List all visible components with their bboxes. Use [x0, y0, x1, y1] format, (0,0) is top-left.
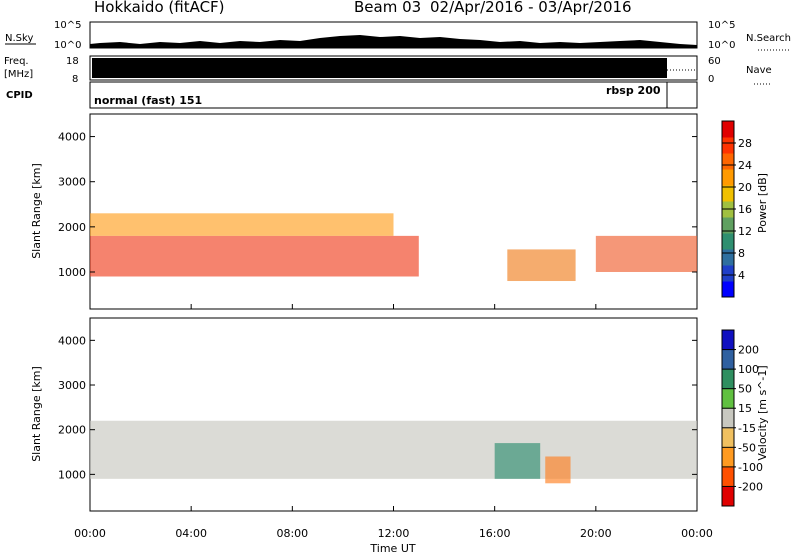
colorbar-tick-0-2: 20	[738, 181, 752, 194]
colorbar-tick-0-0: 28	[738, 137, 752, 150]
colorbar-tick-1-5: -50	[738, 441, 756, 454]
colorbar-swatch-1-7	[722, 349, 734, 370]
cpid-panel: CPID normal (fast) 151 rbsp 200	[6, 81, 698, 109]
colorbar-tick-1-1: 100	[738, 363, 759, 376]
colorbar-tick-0-6: 4	[738, 269, 745, 282]
data-band-0-1	[90, 213, 394, 236]
colorbar-swatch-0-6	[722, 185, 734, 202]
data-band-1-0	[90, 420, 697, 479]
colorbar-tick-1-0: 200	[738, 344, 759, 357]
power-ylabel: Slant Range [km]	[30, 163, 43, 259]
beam-title: Beam 03	[354, 0, 422, 16]
cpid-left: normal (fast) 151	[94, 94, 202, 107]
colorbar-swatch-1-5	[722, 388, 734, 409]
data-band-1-1	[494, 443, 541, 479]
cpid-right: rbsp 200	[606, 84, 661, 97]
nsky-tick-low-right: 10^0	[708, 40, 735, 51]
velocity-panel: 4000 3000 2000 1000 Slant Range [km] 200 100…	[30, 304, 769, 554]
nsky-panel: N.Sky 10^5 10^0 10^5 10^0 N.Search	[5, 20, 791, 51]
velocity-colorbar-label: Velocity [m s^-1]	[756, 365, 769, 460]
nsearch-label: N.Search	[746, 33, 791, 44]
ytick-label-0-3: 1000	[58, 266, 86, 279]
xtick-label-1: 04:00	[175, 527, 207, 540]
nsky-tick-low: 10^0	[54, 40, 81, 51]
date-range-title: 02/Apr/2016 - 03/Apr/2016	[430, 0, 632, 16]
xtick-label-4: 16:00	[479, 527, 511, 540]
cpid-label: CPID	[6, 90, 33, 101]
nave-tick-high: 60	[708, 56, 721, 67]
ytick-label-1-0: 4000	[58, 334, 86, 347]
ytick-label-0-0: 4000	[58, 131, 86, 144]
freq-tick-high: 18	[66, 56, 79, 67]
nave-tick-low: 0	[708, 74, 714, 85]
colorbar-swatch-1-8	[722, 330, 734, 351]
xtick-label-2: 08:00	[276, 527, 308, 540]
ytick-label-0-1: 3000	[58, 176, 86, 189]
colorbar-swatch-0-0	[722, 281, 734, 298]
xtick-label-0: 00:00	[74, 527, 106, 540]
colorbar-swatch-0-1	[722, 265, 734, 282]
xaxis-label: Time UT	[369, 542, 415, 554]
nave-label: Nave	[746, 65, 772, 76]
colorbar-tick-1-6: -100	[738, 461, 763, 474]
colorbar-swatch-0-8	[722, 153, 734, 170]
colorbar-swatch-0-2	[722, 249, 734, 266]
freq-label: Freq.	[4, 56, 29, 67]
ytick-label-1-1: 3000	[58, 379, 86, 392]
freq-panel: Freq. [MHz] 18 8 60 0 Nave	[4, 55, 772, 85]
velocity-ylabel: Slant Range [km]	[30, 366, 43, 462]
data-band-0-0	[90, 235, 419, 277]
data-band-1-2	[545, 456, 571, 484]
power-panel: 4000 3000 2000 1000 Slant Range [km] 28 24 20…	[30, 113, 769, 310]
colorbar-tick-1-2: 50	[738, 383, 752, 396]
colorbar-tick-0-5: 8	[738, 247, 745, 260]
ytick-label-1-2: 2000	[58, 424, 86, 437]
colorbar-swatch-1-1	[722, 466, 734, 487]
xtick-label-3: 12:00	[378, 527, 410, 540]
colorbar-swatch-0-3	[722, 233, 734, 250]
colorbar-swatch-0-4	[722, 217, 734, 234]
colorbar-tick-0-3: 16	[738, 203, 752, 216]
ytick-label-0-2: 2000	[58, 221, 86, 234]
freq-tick-low: 8	[72, 74, 78, 85]
station-title: Hokkaido (fitACF)	[94, 0, 225, 16]
data-band-0-2	[507, 249, 576, 282]
colorbar-tick-0-4: 12	[738, 225, 752, 238]
power-colorbar-label: Power [dB]	[756, 173, 769, 233]
colorbar-swatch-1-6	[722, 369, 734, 390]
nsky-tick-high-right: 10^5	[708, 20, 735, 31]
colorbar-swatch-0-10	[722, 121, 734, 138]
colorbar-tick-1-4: -15	[738, 422, 756, 435]
data-band-0-3	[595, 235, 697, 272]
colorbar-tick-1-3: 15	[738, 402, 752, 415]
colorbar-swatch-1-4	[722, 408, 734, 429]
colorbar-swatch-1-3	[722, 427, 734, 448]
ytick-label-1-3: 1000	[58, 468, 86, 481]
colorbar-tick-1-7: -200	[738, 480, 763, 493]
nsky-label: N.Sky	[5, 33, 33, 44]
nsky-tick-high: 10^5	[54, 20, 81, 31]
colorbar-tick-0-1: 24	[738, 159, 752, 172]
xtick-label-5: 20:00	[580, 527, 612, 540]
colorbar-swatch-0-7	[722, 169, 734, 186]
colorbar-swatch-0-9	[722, 137, 734, 154]
xtick-label-6: 00:00	[681, 527, 713, 540]
colorbar-swatch-1-0	[722, 486, 734, 507]
colorbar-swatch-1-2	[722, 447, 734, 468]
freq-unit: [MHz]	[4, 69, 33, 80]
